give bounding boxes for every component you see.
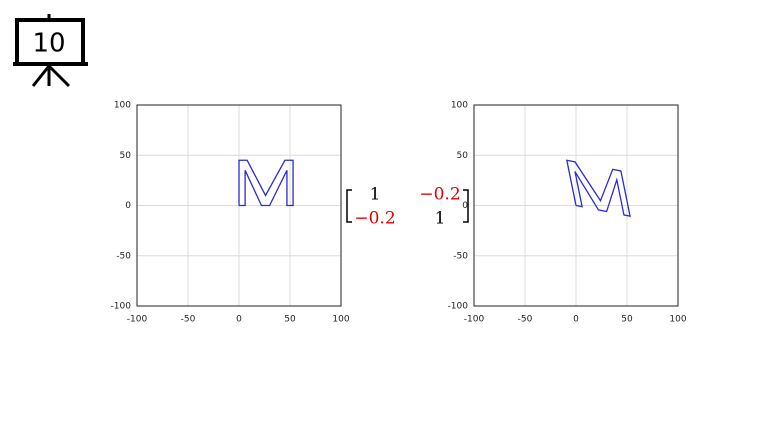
- y-tick-label: 100: [451, 101, 468, 111]
- plot-frame: [473, 104, 679, 307]
- matrix-cell: −0.2: [354, 209, 395, 229]
- matrix: 1 −0.2 −0.2 1: [346, 185, 469, 229]
- x-tick-label: -50: [181, 315, 196, 325]
- x-tick-label: 0: [573, 315, 579, 325]
- y-tick-label: -50: [116, 251, 131, 261]
- y-tick-label: 0: [125, 201, 131, 211]
- x-tick-label: 100: [332, 315, 349, 325]
- x-tick-label: 50: [284, 315, 296, 325]
- matrix-cell: 1: [370, 185, 381, 205]
- x-tick-label: 50: [621, 315, 633, 325]
- matrix-cell: −0.2: [419, 185, 460, 205]
- y-tick-label: 50: [457, 151, 469, 161]
- matrix-cell: 1: [435, 209, 446, 229]
- y-tick-label: 0: [462, 201, 468, 211]
- x-tick-label: -100: [127, 315, 148, 325]
- y-tick-label: -100: [448, 302, 469, 312]
- shape-outline: [238, 159, 294, 207]
- y-tick-label: 50: [120, 151, 132, 161]
- icon-label: 10: [32, 29, 65, 59]
- shape-outline: [565, 159, 631, 217]
- presentation-icon: 10: [13, 14, 88, 88]
- x-tick-label: 100: [669, 315, 686, 325]
- x-tick-label: -50: [518, 315, 533, 325]
- x-tick-label: -100: [464, 315, 485, 325]
- x-tick-label: 0: [236, 315, 242, 325]
- plot-frame: [136, 104, 342, 307]
- y-tick-label: -50: [453, 251, 468, 261]
- y-tick-label: 100: [114, 101, 131, 111]
- y-tick-label: -100: [111, 302, 132, 312]
